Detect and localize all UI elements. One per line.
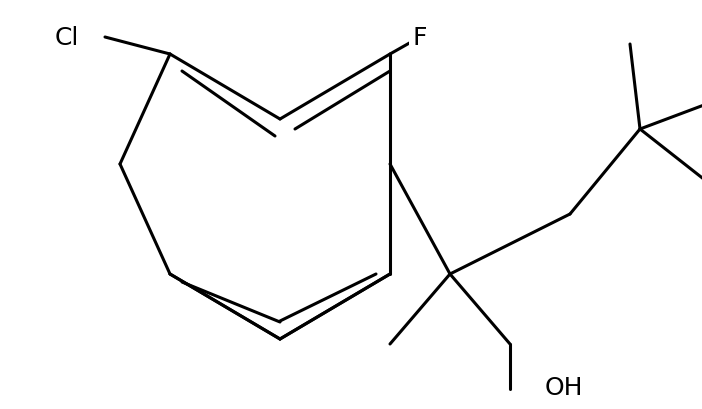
Text: Cl: Cl	[55, 26, 79, 50]
Text: F: F	[413, 26, 428, 50]
Text: OH: OH	[545, 375, 583, 399]
